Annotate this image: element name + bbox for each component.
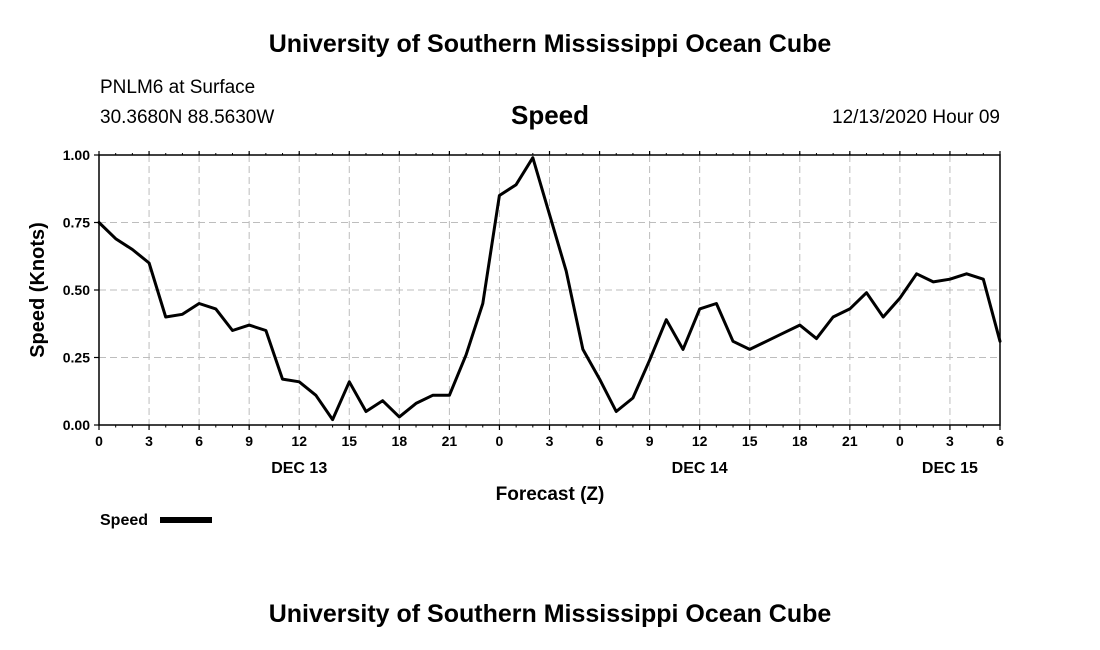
series-group xyxy=(97,156,1002,422)
x-tick-label: 12 xyxy=(291,433,307,449)
y-tick-label: 0.50 xyxy=(63,282,90,298)
x-tick-label: 0 xyxy=(896,433,904,449)
y-tick-label: 0.25 xyxy=(63,350,90,366)
y-tick-label: 1.00 xyxy=(63,147,90,163)
x-axis-label: Forecast (Z) xyxy=(496,484,605,505)
x-tick-label: 18 xyxy=(392,433,408,449)
x-tick-label: 6 xyxy=(596,433,604,449)
x-tick-label: 9 xyxy=(245,433,253,449)
x-tick-label: 21 xyxy=(842,433,858,449)
x-tick-label: 15 xyxy=(742,433,758,449)
speed-series-line xyxy=(97,156,1002,422)
x-tick-label: 21 xyxy=(442,433,458,449)
x-tick-label: 3 xyxy=(546,433,554,449)
datetime-label: 12/13/2020 Hour 09 xyxy=(832,107,1000,128)
x-tick-label: 3 xyxy=(145,433,153,449)
day-label: DEC 15 xyxy=(922,460,978,477)
day-label: DEC 13 xyxy=(271,460,327,477)
x-tick-label: 3 xyxy=(946,433,954,449)
x-tick-label: 18 xyxy=(792,433,808,449)
y-tick-label: 0.00 xyxy=(63,417,90,433)
footer-title: University of Southern Mississippi Ocean… xyxy=(268,600,832,628)
legend: Speed xyxy=(100,512,212,529)
x-tick-label: 12 xyxy=(692,433,708,449)
x-tick-label: 9 xyxy=(646,433,654,449)
axis-ticks: 0.00 0.25 0.50 0.75 1.00 0 3 6 9 12 15 18 21 0 3 6 9 12 15… xyxy=(63,147,1004,477)
x-tick-label: 6 xyxy=(195,433,203,449)
x-tick-label: 15 xyxy=(341,433,357,449)
coordinates-label: 30.3680N 88.5630W xyxy=(100,107,275,128)
x-tick-label: 0 xyxy=(496,433,504,449)
legend-label: Speed xyxy=(100,512,148,529)
page-title: University of Southern Mississippi Ocean… xyxy=(268,30,832,58)
station-label: PNLM6 at Surface xyxy=(100,77,256,98)
chart-variable-title: Speed xyxy=(510,100,590,130)
day-label: DEC 14 xyxy=(672,460,728,477)
x-tick-label: 6 xyxy=(996,433,1004,449)
x-tick-label: 0 xyxy=(95,433,103,449)
y-axis-label: Speed (Knots) xyxy=(27,222,49,358)
grid-lines xyxy=(99,155,1000,425)
y-tick-label: 0.75 xyxy=(63,215,90,231)
